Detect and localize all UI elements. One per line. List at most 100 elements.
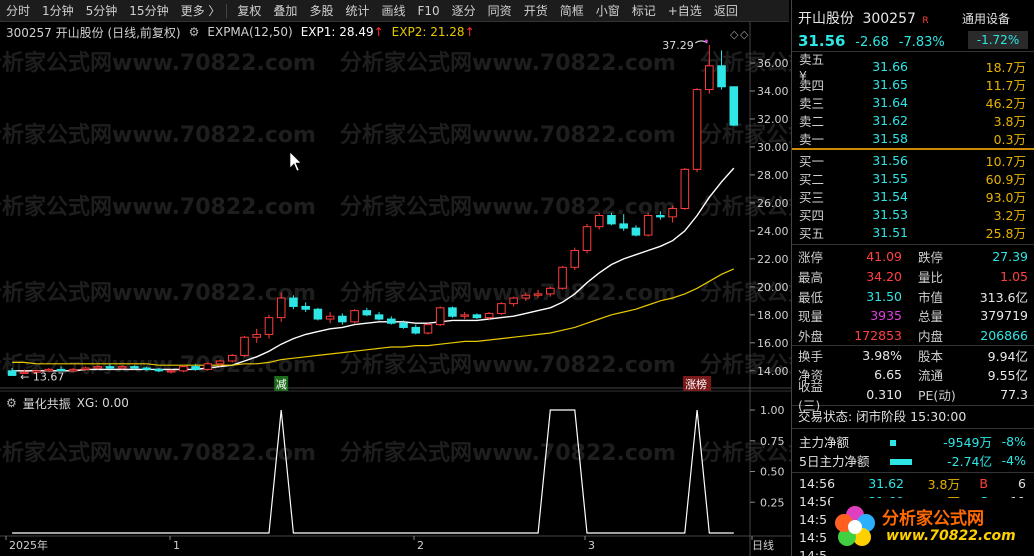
watermark-text: 分析家公式网www.70822.com <box>700 122 791 148</box>
sector-label[interactable]: 通用设备 <box>962 12 1011 26</box>
candle <box>411 324 421 335</box>
open-button[interactable]: 开货 <box>523 3 548 18</box>
stat-value: 0.310 <box>866 387 902 403</box>
bid-price: 31.51 <box>872 224 908 240</box>
bid-price: 31.53 <box>872 206 908 222</box>
tab-15min[interactable]: 15分钟 <box>129 3 169 18</box>
draw-line-button[interactable]: 画线 <box>381 3 406 18</box>
bid-price: 31.56 <box>872 152 908 168</box>
candle-body <box>93 366 103 369</box>
back-button[interactable]: 返回 <box>713 3 738 18</box>
sector-change: -1.72% <box>968 31 1028 49</box>
candle-body <box>362 310 372 316</box>
candle-body <box>619 223 628 229</box>
candle-body <box>179 366 188 372</box>
candle <box>276 292 286 322</box>
candle-body <box>56 368 66 372</box>
candle <box>117 365 127 370</box>
bid-row[interactable]: 买一 31.56 10.7万 <box>792 151 1034 169</box>
candle <box>338 313 347 325</box>
candle-body <box>240 336 249 356</box>
bid-row[interactable]: 买四 31.53 3.2万 <box>792 205 1034 223</box>
flow-pct: -4% <box>1001 452 1026 468</box>
stat-row: 最高 34.20 量比 1.05 <box>792 267 1034 287</box>
watermark-text: 分析家公式网www.70822.com <box>0 280 316 306</box>
adjust-button[interactable]: 复权 <box>237 3 262 18</box>
book-divider <box>792 148 1034 150</box>
stat-value: 206866 <box>980 328 1028 344</box>
bid-label: 买二 <box>799 171 825 187</box>
mouse-cursor-icon <box>289 151 302 172</box>
overlay-button[interactable]: 叠加 <box>273 3 298 18</box>
tab-5min[interactable]: 5分钟 <box>85 3 118 18</box>
multi-stock-button[interactable]: 多股 <box>309 3 334 18</box>
candle <box>423 323 433 335</box>
f10-button[interactable]: F10 <box>417 3 440 18</box>
candle <box>142 366 151 371</box>
ask-row[interactable]: 卖一 31.58 0.3万 <box>792 129 1034 147</box>
limit-up-badge-label: 涨榜 <box>685 377 707 391</box>
add-watchlist-button[interactable]: +自选 <box>667 3 702 18</box>
indicator-settings-icon[interactable]: ⚙ <box>188 25 200 39</box>
tab-1min[interactable]: 1分钟 <box>42 3 74 18</box>
statistics-button[interactable]: 统计 <box>345 3 370 18</box>
exp2-label: EXP2: 21.28↑ <box>391 25 475 39</box>
simple-frame-button[interactable]: 简框 <box>559 3 584 18</box>
fund-flow-row[interactable]: 主力净额 -9549万 -8% <box>792 432 1034 451</box>
kline-chart[interactable]: 分析家公式网www.70822.com 分析家公式网www.70822.com 分析… <box>0 0 791 556</box>
candle <box>386 316 396 325</box>
annotation-layer: 37.29 ← 13.67 减 涨榜 <box>20 39 712 391</box>
ask-price: 31.66 <box>872 58 908 74</box>
candle <box>582 223 592 254</box>
tick-volume: 3.8万 <box>927 477 960 492</box>
indicator-name[interactable]: EXPMA(12,50) <box>207 25 293 39</box>
per-minute-button[interactable]: 逐分 <box>451 3 476 18</box>
sub-indicator-name[interactable]: 量化共振 <box>22 396 71 411</box>
candle-body <box>680 168 690 210</box>
candle <box>56 366 66 372</box>
ask-row[interactable]: 卖三 31.64 46.2万 <box>792 93 1034 111</box>
candle-body <box>472 314 482 319</box>
candle <box>594 212 604 230</box>
stock-code: 300257 <box>862 11 916 27</box>
tick-price: 31.62 <box>868 476 904 491</box>
candle <box>301 302 310 313</box>
candle-body <box>325 315 335 320</box>
watermark-text: 分析家公式网www.70822.com <box>340 280 676 306</box>
stock-title: 开山股份 300257 R <box>798 8 929 28</box>
candle-body <box>386 318 396 324</box>
ask-row[interactable]: 卖四 31.65 11.7万 <box>792 75 1034 93</box>
moving-average-layer <box>12 167 735 372</box>
candlestick-layer <box>7 44 739 376</box>
candle <box>546 286 555 297</box>
ask-row[interactable]: 卖五 ¥ 31.66 18.7万 <box>792 52 1034 83</box>
brand-logo: 分析家公式网 www.70822.com <box>830 498 1034 554</box>
ask-label: 卖三 <box>799 95 825 111</box>
tab-intraday[interactable]: 分时 <box>6 3 31 18</box>
ask-row[interactable]: 卖二 31.62 3.8万 <box>792 111 1034 129</box>
y-tick-label: 34.00 <box>757 85 789 98</box>
stat-label: 股本 <box>918 349 944 365</box>
candle <box>362 307 372 317</box>
candle <box>154 368 164 373</box>
fund-flow-row[interactable]: 5日主力净额 -2.74亿 -4% <box>792 451 1034 470</box>
candle-body <box>582 226 592 251</box>
bid-row[interactable]: 买三 31.54 93.0万 <box>792 187 1034 205</box>
indicator-settings-icon[interactable]: ⚙ <box>6 396 17 410</box>
tick-row: 14:5 <box>792 529 1034 547</box>
same-fund-button[interactable]: 同资 <box>487 3 512 18</box>
candle-body <box>411 326 421 334</box>
stat-value: 77.3 <box>1000 387 1028 403</box>
tick-row: 14:5 <box>792 547 1034 556</box>
more-periods-button[interactable]: 更多 〉 <box>180 3 221 18</box>
bid-row[interactable]: 买五 31.51 25.8万 <box>792 223 1034 241</box>
candle-body <box>227 354 237 362</box>
stat-label: 净资 <box>798 368 824 384</box>
bid-book: 买一 31.56 10.7万 买二 31.55 60.9万 买三 31.54 93.0万 买四 31… <box>792 151 1034 241</box>
mark-button[interactable]: 标记 <box>631 3 656 18</box>
jian-badge <box>274 376 289 391</box>
stat-value: 3.98% <box>862 348 902 364</box>
bid-row[interactable]: 买二 31.55 60.9万 <box>792 169 1034 187</box>
small-window-button[interactable]: 小窗 <box>595 3 620 18</box>
